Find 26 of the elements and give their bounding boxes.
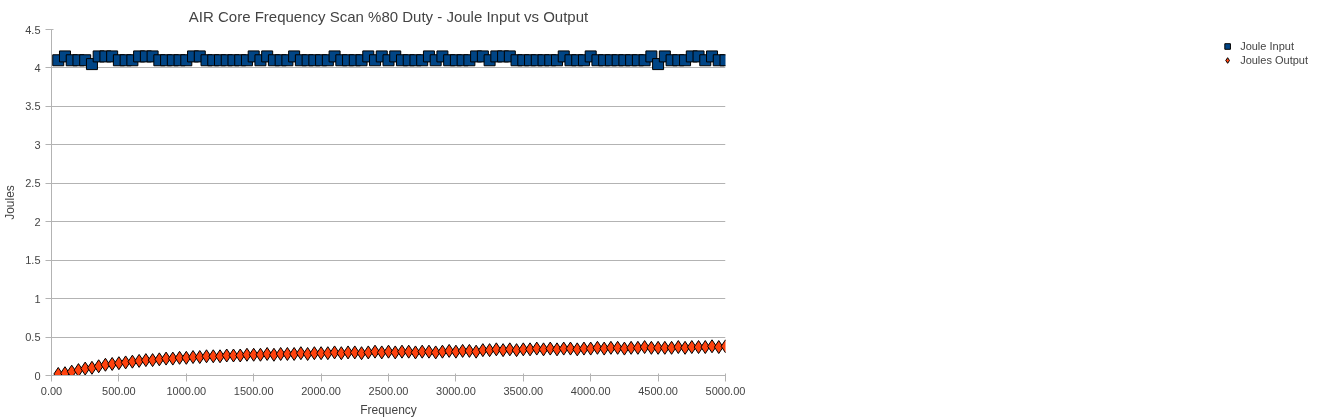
x-tick-label: 4500.00 — [638, 384, 678, 397]
x-tick-label: 500.00 — [102, 384, 136, 397]
y-tick-label: 4 — [34, 61, 41, 74]
x-tick-label: 5000.00 — [705, 384, 746, 397]
y-tick-label: 3.5 — [25, 100, 41, 113]
y-tick-label: 2 — [34, 215, 41, 228]
x-tick-label: 3500.00 — [503, 384, 544, 397]
x-tick-label: 3000.00 — [436, 384, 476, 397]
chart-title: AIR Core Frequency Scan %80 Duty - Joule Input vs Output — [188, 7, 590, 25]
y-tick-label: 3 — [34, 138, 41, 151]
x-tick-label: 0.00 — [40, 384, 63, 397]
x-tick-label: 2500.00 — [368, 384, 409, 397]
x-tick-label: 1000.00 — [166, 384, 207, 397]
x-axis-title: Frequency — [360, 402, 417, 417]
x-tick-label: 1500.00 — [233, 384, 274, 397]
y-axis-title: Joules — [3, 185, 18, 220]
y-tick-label: 4.5 — [25, 23, 41, 36]
y-tick-label: 2.5 — [25, 177, 41, 190]
y-tick-label: 0.5 — [25, 331, 41, 344]
y-tick-label: 1.5 — [25, 254, 41, 267]
x-tick-label: 2000.00 — [301, 384, 341, 397]
x-tick-label: 4000.00 — [570, 384, 611, 397]
y-tick-label: 0 — [34, 369, 41, 382]
y-tick-label: 1 — [34, 292, 41, 305]
legend-label: Joule Input — [1240, 40, 1294, 52]
legend-label: Joules Output — [1240, 54, 1308, 66]
